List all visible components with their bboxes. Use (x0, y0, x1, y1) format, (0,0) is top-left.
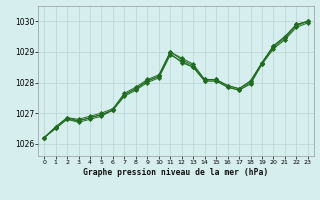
X-axis label: Graphe pression niveau de la mer (hPa): Graphe pression niveau de la mer (hPa) (84, 168, 268, 177)
